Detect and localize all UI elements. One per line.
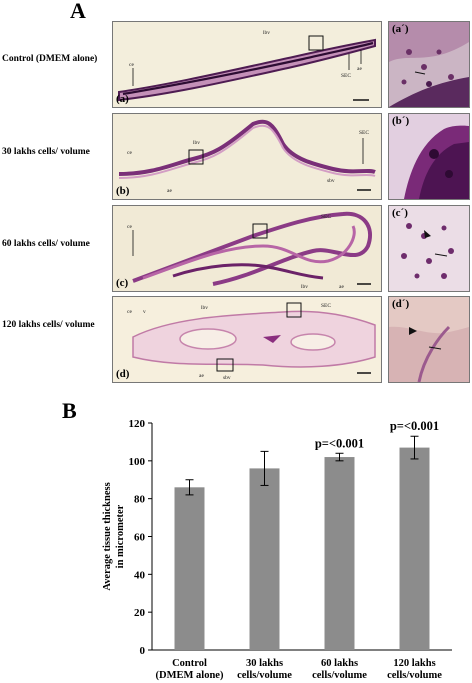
zoom-c: (c´) (388, 205, 470, 292)
row-label-30-lakhs: 30 lakhs cells/ volume (2, 147, 90, 157)
svg-text:sbv: sbv (223, 375, 231, 381)
bar (249, 468, 280, 650)
svg-text:ae: ae (339, 284, 344, 290)
micrograph-d-tag: (d) (116, 368, 130, 380)
panel-b-letter: B (62, 398, 77, 423)
p-value-label: p=<0.001 (390, 419, 439, 433)
svg-text:SEC: SEC (321, 303, 331, 309)
zoom-d: (d´) (388, 296, 470, 383)
x-tick-label: Control (DMEM alone) (156, 658, 224, 681)
micrograph-d: ce v lbv SEC ae sbv (d) (112, 296, 382, 383)
svg-text:SEC: SEC (359, 130, 369, 136)
svg-text:SEC: SEC (341, 73, 351, 79)
row-label-60-lakhs: 60 lakhs cells/ volume (2, 239, 90, 249)
svg-text:ce: ce (127, 150, 132, 156)
svg-text:ce: ce (129, 62, 134, 68)
svg-text:ae: ae (167, 188, 172, 194)
y-tick-label: 40 (134, 569, 146, 581)
y-tick-label: 100 (129, 456, 146, 468)
bar (174, 487, 205, 650)
panel-a-letter: A (70, 0, 86, 23)
p-value-label: p=<0.001 (315, 436, 364, 450)
micrograph-c-tag: (c) (116, 277, 129, 289)
x-tick-label: 120 lakhs cells/volume (387, 658, 442, 681)
row-label-control: Control (DMEM alone) (2, 54, 98, 64)
svg-text:ae: ae (199, 373, 204, 379)
svg-text:ce: ce (127, 309, 132, 315)
zoom-c-tag: (c´) (392, 207, 408, 219)
svg-text:SEC: SEC (321, 214, 331, 220)
svg-text:lbv: lbv (263, 30, 270, 36)
svg-text:ae: ae (357, 66, 362, 72)
micrograph-c: ce SEC lbv ae (c) (112, 205, 382, 292)
micrograph-b-tag: (b) (116, 185, 130, 197)
y-tick-label: 0 (140, 645, 146, 657)
svg-text:ce: ce (127, 224, 132, 230)
row-label-120-lakhs: 120 lakhs cells/ volume (2, 320, 95, 330)
y-axis-label: Average tissue thickness in micrometer (102, 482, 126, 590)
bar (399, 447, 430, 650)
zoom-d-tag: (d´) (392, 298, 410, 310)
svg-text:v: v (143, 309, 146, 315)
y-tick-label: 20 (134, 607, 146, 619)
y-tick-label: 80 (134, 494, 146, 506)
x-tick-label: 60 lakhs cells/volume (312, 658, 367, 681)
x-tick-label: 30 lakhs cells/volume (237, 658, 292, 681)
micrograph-a-tag: (a) (116, 93, 129, 105)
zoom-a: (a´) (388, 21, 470, 108)
bar-chart: 0 20 40 60 80 100 120 Average tissue thickness i… (102, 418, 452, 681)
y-tick-label: 120 (129, 418, 146, 430)
svg-text:lbv: lbv (193, 140, 200, 146)
bar (324, 457, 355, 650)
y-tick-label: 60 (134, 532, 146, 544)
svg-text:sbv: sbv (327, 178, 335, 184)
micrograph-a: ce lbv SEC ae (a) (112, 21, 382, 108)
zoom-b-tag: (b´) (392, 115, 410, 127)
zoom-b: (b´) (388, 113, 470, 200)
micrograph-b: ce ae lbv sbv SEC (b) (112, 113, 382, 200)
svg-text:lbv: lbv (201, 305, 208, 311)
svg-text:lbv: lbv (301, 284, 308, 290)
zoom-a-tag: (a´) (392, 23, 409, 35)
